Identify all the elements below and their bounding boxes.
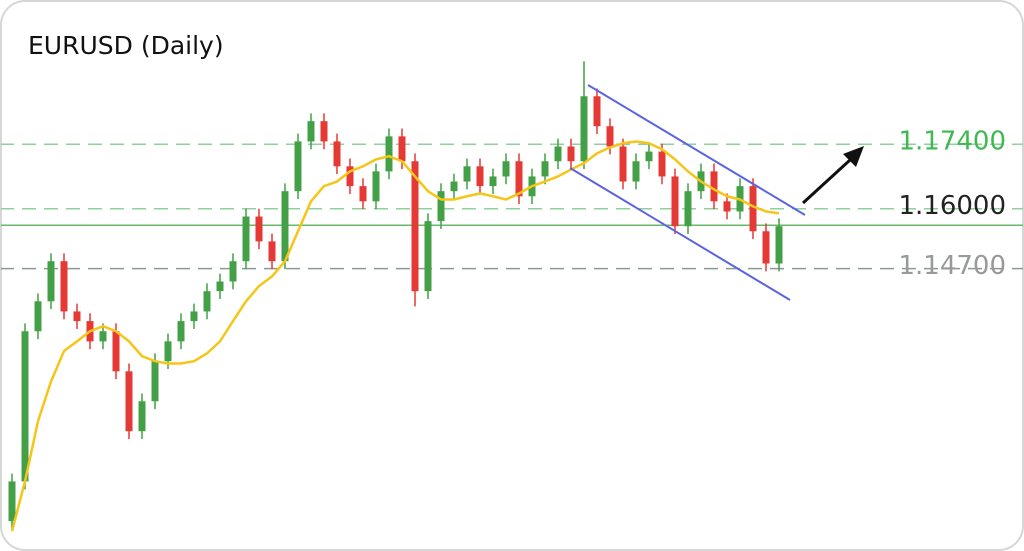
- candle-body: [320, 121, 328, 142]
- candle-body: [723, 201, 731, 212]
- candle-body: [47, 261, 55, 302]
- candle-body: [307, 121, 315, 142]
- candle-body: [60, 261, 68, 312]
- candle-body: [671, 176, 679, 227]
- candle-body: [450, 181, 458, 192]
- candle-body: [541, 161, 549, 177]
- candle-body: [112, 331, 120, 372]
- candle-body: [255, 216, 263, 242]
- level-label: 1.16000: [898, 191, 1006, 221]
- candle-body: [645, 151, 653, 162]
- candle-body: [138, 401, 146, 432]
- candle-body: [567, 146, 575, 162]
- candle-body: [489, 176, 497, 187]
- candle-body: [515, 161, 523, 197]
- candle-body: [125, 371, 133, 432]
- candle-body: [229, 261, 237, 282]
- candle-body: [398, 136, 406, 162]
- candle-body: [294, 141, 302, 192]
- candle-body: [268, 241, 276, 262]
- candle-body: [333, 141, 341, 167]
- candle-body: [762, 231, 770, 264]
- candle-body: [658, 151, 666, 177]
- candle-body: [99, 331, 107, 342]
- candle-body: [34, 301, 42, 332]
- candle-body: [151, 361, 159, 402]
- candle-body: [346, 166, 354, 187]
- chart-title: EURUSD (Daily): [28, 31, 224, 60]
- candle-body: [424, 221, 432, 292]
- candle-body: [710, 171, 718, 202]
- candle-body: [73, 311, 81, 322]
- candle-body: [21, 331, 29, 482]
- candle-body: [476, 166, 484, 187]
- candle-body: [619, 146, 627, 182]
- channel-lower: [569, 167, 791, 301]
- candle-body: [190, 311, 198, 322]
- candle-body: [775, 226, 783, 264]
- candle-body: [580, 96, 588, 162]
- level-label: 1.14700: [898, 251, 1006, 281]
- candle-body: [177, 321, 185, 342]
- candle-body: [8, 481, 16, 522]
- candle-body: [684, 191, 692, 227]
- moving-average: [10, 140, 780, 532]
- arrow-shaft: [801, 158, 852, 205]
- candle-body: [554, 146, 562, 162]
- candle-body: [463, 166, 471, 182]
- candle-body: [372, 171, 380, 202]
- candle-body: [385, 136, 393, 172]
- plot: [1, 61, 1023, 532]
- candle-body: [359, 186, 367, 202]
- arrow-head: [843, 146, 864, 167]
- candle-body: [281, 191, 289, 262]
- candle-body: [437, 191, 445, 222]
- candle-body: [593, 96, 601, 127]
- level-label: 1.17400: [898, 127, 1006, 157]
- candle-body: [606, 126, 614, 147]
- candle-body: [749, 186, 757, 232]
- candle-body: [164, 341, 172, 362]
- candle-body: [502, 161, 510, 177]
- candle-body: [203, 291, 211, 312]
- candle-body: [632, 161, 640, 182]
- candle-body: [411, 161, 419, 292]
- candle-body: [242, 216, 250, 262]
- candle-body: [216, 281, 224, 292]
- channel-upper: [587, 84, 806, 216]
